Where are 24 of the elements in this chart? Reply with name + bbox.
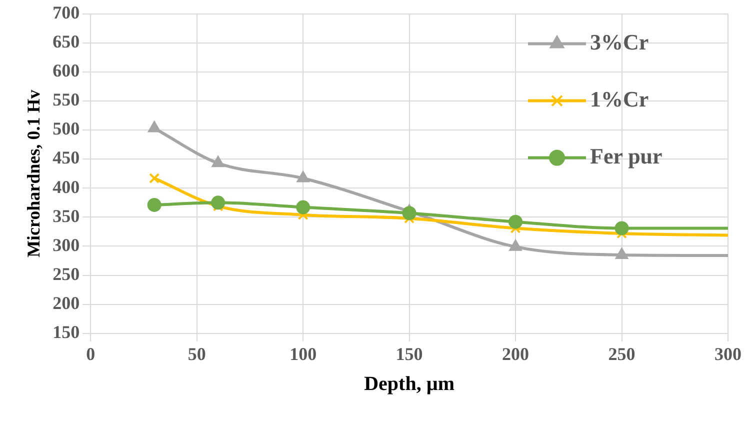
x-tick-label: 0 bbox=[86, 344, 96, 364]
y-axis-title: Microhardnes, 0.1 Hv bbox=[23, 90, 44, 258]
y-tick-label: 700 bbox=[52, 2, 80, 22]
x-axis-title: Depth, µm bbox=[364, 373, 455, 396]
x-tick-label: 200 bbox=[502, 344, 530, 364]
legend-label: 1%Cr bbox=[590, 86, 649, 112]
y-tick-label: 500 bbox=[52, 118, 80, 139]
x-tick-label: 300 bbox=[714, 344, 742, 364]
y-tick-label: 200 bbox=[52, 293, 80, 313]
legend-label: 3%Cr bbox=[590, 29, 649, 54]
x-tick-label: 150 bbox=[396, 344, 423, 364]
y-tick-label: 300 bbox=[52, 234, 80, 255]
y-tick-label: 550 bbox=[52, 90, 80, 110]
y-tick-label: 400 bbox=[52, 176, 80, 197]
y-tick-label: 600 bbox=[52, 60, 80, 81]
y-tick-label: 350 bbox=[52, 206, 80, 226]
y-tick-label: 250 bbox=[52, 264, 80, 284]
x-tick-label: 100 bbox=[290, 344, 317, 364]
legend-label: Fer pur bbox=[590, 143, 663, 168]
y-tick-label: 450 bbox=[52, 148, 80, 168]
x-tick-label: 250 bbox=[608, 344, 636, 364]
y-tick-label: 650 bbox=[52, 32, 80, 52]
y-tick-label: 150 bbox=[52, 322, 80, 342]
x-tick-label: 50 bbox=[188, 344, 206, 364]
